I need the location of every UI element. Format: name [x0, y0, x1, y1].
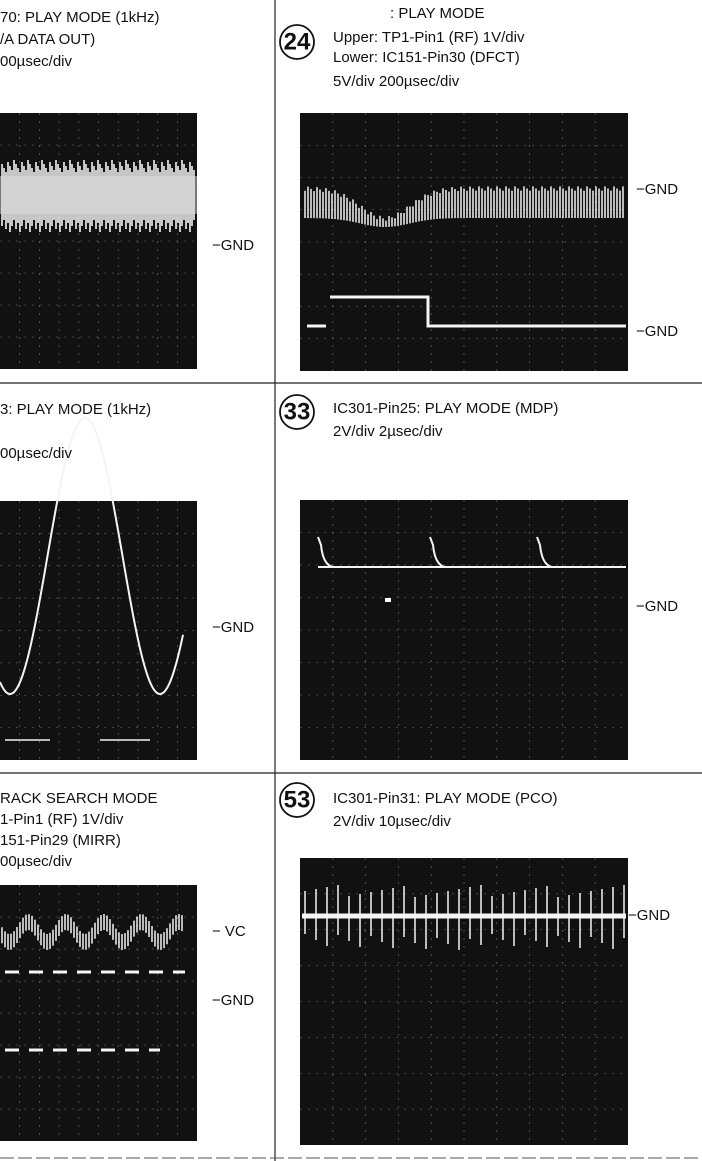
waveform	[1, 914, 183, 950]
waveform	[307, 295, 626, 328]
caption-line: 00µsec/div	[0, 445, 73, 462]
level-marker: −GND	[636, 598, 678, 615]
panel-number: 33	[284, 398, 311, 425]
scope-trace	[0, 885, 197, 1141]
scope-trace	[300, 113, 628, 371]
panel-number-circle	[279, 782, 315, 818]
waveform	[304, 186, 624, 227]
level-marker: −GND	[212, 619, 254, 636]
waveform	[0, 176, 197, 214]
caption-line: IC301-Pin25: PLAY MODE (MDP)	[333, 400, 558, 417]
panel-number-circle	[279, 24, 315, 60]
level-marker: − VC	[212, 923, 246, 940]
scope-trace	[300, 858, 628, 1145]
waveform	[5, 970, 185, 1052]
level-marker: −GND	[212, 992, 254, 1009]
caption-line: Lower: IC151-Pin30 (DFCT)	[333, 49, 520, 66]
waveform	[317, 536, 626, 568]
caption-line: 2V/div 2µsec/div	[333, 423, 443, 440]
caption-line: IC301-Pin31: PLAY MODE (PCO)	[333, 790, 558, 807]
panel-number: 53	[284, 786, 311, 813]
caption-line: 00µsec/div	[0, 53, 73, 70]
level-marker: −GND	[636, 181, 678, 198]
caption-line: 5V/div 200µsec/div	[333, 73, 460, 90]
caption-line: 00µsec/div	[0, 853, 73, 870]
level-marker: −GND	[636, 323, 678, 340]
caption-line: : PLAY MODE	[390, 5, 484, 22]
waveform	[304, 885, 625, 950]
waveform	[0, 416, 184, 696]
panel-number-circle	[279, 394, 315, 430]
level-marker: −GND	[212, 237, 254, 254]
scope-trace	[300, 500, 628, 760]
level-marker: −GND	[628, 907, 670, 924]
caption-line: 3: PLAY MODE (1kHz)	[0, 401, 151, 418]
caption-line: 1-Pin1 (RF) 1V/div	[0, 811, 124, 828]
caption-line: 151-Pin29 (MIRR)	[0, 832, 121, 849]
caption-line: Upper: TP1-Pin1 (RF) 1V/div	[333, 29, 525, 46]
scope-trace	[0, 416, 197, 760]
caption-line: RACK SEARCH MODE	[0, 790, 158, 807]
waveform	[385, 598, 391, 602]
scope-trace	[0, 113, 197, 369]
panel-number: 24	[284, 28, 311, 55]
caption-line: 2V/div 10µsec/div	[333, 813, 451, 830]
caption-line: /A DATA OUT)	[0, 31, 95, 48]
caption-line: 70: PLAY MODE (1kHz)	[0, 9, 160, 26]
